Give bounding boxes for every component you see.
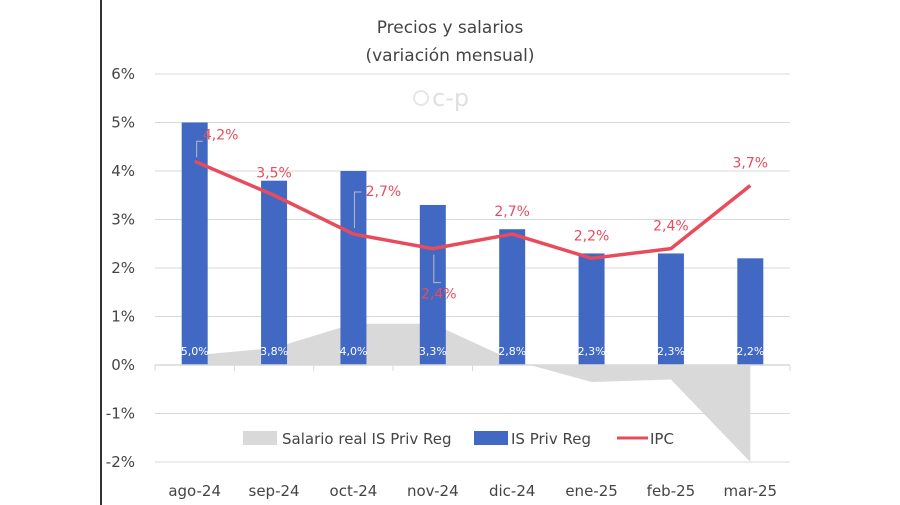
y-tick-label: 3% [111, 211, 135, 229]
ipc-data-label: 4,2% [203, 127, 239, 143]
x-tick-label: ago-24 [168, 482, 221, 500]
bar-data-label: 4,0% [339, 345, 367, 358]
x-tick-label: mar-25 [724, 482, 778, 500]
y-tick-label: 6% [111, 65, 135, 83]
x-tick-label: nov-24 [407, 482, 459, 500]
y-tick-label: -1% [106, 405, 135, 423]
legend-swatch-is-priv-reg [474, 431, 508, 445]
legend-label-salario-real: Salario real IS Priv Reg [282, 430, 452, 448]
ipc-data-label: 2,4% [653, 219, 689, 235]
y-tick-label: 4% [111, 162, 135, 180]
bar-data-label: 3,3% [419, 345, 447, 358]
bar-data-label: 2,2% [736, 345, 764, 358]
ipc-data-label: 2,2% [574, 228, 610, 244]
ipc-data-label: 3,7% [733, 156, 769, 172]
chart-title: Precios y salarios [377, 18, 524, 38]
leader-line [433, 254, 441, 284]
bar-ago-24 [181, 122, 208, 365]
legend-swatch-salario-real [243, 431, 277, 445]
x-tick-label: oct-24 [330, 482, 378, 500]
area-salario-real [194, 323, 751, 462]
leader-line [353, 191, 362, 229]
bar-data-label: 5,0% [181, 345, 209, 358]
legend: Salario real IS Priv Reg IS Priv Reg IPC [243, 430, 674, 448]
legend-label-ipc: IPC [650, 430, 674, 448]
ipc-data-label: 2,4% [421, 287, 457, 303]
leader-line [196, 140, 203, 158]
bar-data-label: 2,8% [498, 345, 526, 358]
watermark-logo: c-p [413, 84, 469, 112]
ipc-data-label: 3,5% [256, 165, 292, 181]
bar-mar-25 [737, 258, 764, 365]
x-tick-label: feb-25 [647, 482, 696, 500]
bar-ene-25 [578, 253, 605, 365]
bar-data-label: 2,3% [657, 345, 685, 358]
y-tick-label: -2% [106, 453, 135, 471]
line-ipc [193, 159, 752, 261]
y-tick-label: 1% [111, 308, 135, 326]
watermark-text: c-p [432, 84, 469, 112]
bar-feb-25 [657, 253, 684, 365]
y-tick-label: 2% [111, 259, 135, 277]
legend-label-is-priv-reg: IS Priv Reg [511, 430, 591, 448]
bar-dic-24 [499, 229, 526, 365]
bar-data-label: 3,8% [260, 345, 288, 358]
frame-border [100, 0, 102, 505]
bar-nov-24 [419, 204, 446, 365]
x-tick-label: sep-24 [249, 482, 300, 500]
ipc-data-label: 2,7% [366, 184, 402, 200]
ipc-data-label: 2,7% [494, 204, 530, 220]
y-tick-label: 0% [111, 356, 135, 374]
x-tick-label: ene-25 [565, 482, 617, 500]
chart-subtitle: (variación mensual) [365, 46, 534, 66]
y-tick-label: 5% [111, 114, 135, 132]
bar-sep-24 [261, 180, 288, 365]
bar-oct-24 [340, 171, 367, 365]
x-tick-label: dic-24 [489, 482, 535, 500]
bar-data-label: 2,3% [578, 345, 606, 358]
